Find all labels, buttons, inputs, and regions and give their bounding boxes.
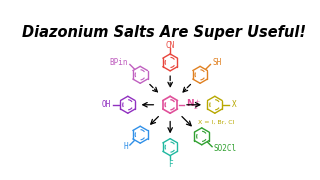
Text: OH: OH [102,100,111,109]
Text: CN: CN [165,41,175,50]
Text: SH: SH [212,58,221,67]
Text: Diazonium Salts Are Super Useful!: Diazonium Salts Are Super Useful! [22,25,306,40]
Text: BPin: BPin [110,58,128,67]
Text: SO2Cl: SO2Cl [214,144,237,153]
Text: N$_2^+$: N$_2^+$ [186,98,201,112]
Text: H: H [124,142,128,151]
Text: F: F [168,159,172,168]
Text: X: X [232,100,236,109]
Text: X = I, Br, Cl: X = I, Br, Cl [198,119,235,124]
